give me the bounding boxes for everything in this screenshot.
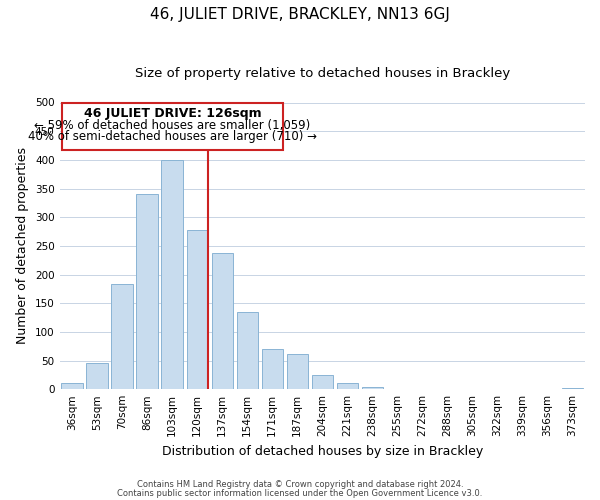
Bar — [212, 252, 233, 389]
Text: ← 59% of detached houses are smaller (1,059): ← 59% of detached houses are smaller (1,… — [34, 118, 311, 132]
Bar — [287, 354, 308, 389]
Bar — [61, 384, 83, 389]
Bar — [311, 375, 333, 389]
Bar — [112, 284, 133, 389]
FancyBboxPatch shape — [62, 102, 283, 150]
Text: 46, JULIET DRIVE, BRACKLEY, NN13 6GJ: 46, JULIET DRIVE, BRACKLEY, NN13 6GJ — [150, 8, 450, 22]
Bar — [337, 384, 358, 389]
Bar — [187, 230, 208, 389]
Y-axis label: Number of detached properties: Number of detached properties — [16, 148, 29, 344]
Bar — [386, 388, 408, 389]
Text: Contains HM Land Registry data © Crown copyright and database right 2024.: Contains HM Land Registry data © Crown c… — [137, 480, 463, 489]
Text: 46 JULIET DRIVE: 126sqm: 46 JULIET DRIVE: 126sqm — [83, 107, 262, 120]
Text: Contains public sector information licensed under the Open Government Licence v3: Contains public sector information licen… — [118, 488, 482, 498]
Bar — [161, 160, 183, 389]
Bar — [562, 388, 583, 389]
Bar — [136, 194, 158, 389]
Bar — [262, 349, 283, 389]
Text: 40% of semi-detached houses are larger (710) →: 40% of semi-detached houses are larger (… — [28, 130, 317, 143]
Bar — [362, 388, 383, 389]
Bar — [236, 312, 258, 389]
Title: Size of property relative to detached houses in Brackley: Size of property relative to detached ho… — [134, 68, 510, 80]
X-axis label: Distribution of detached houses by size in Brackley: Distribution of detached houses by size … — [161, 444, 483, 458]
Bar — [86, 363, 107, 389]
